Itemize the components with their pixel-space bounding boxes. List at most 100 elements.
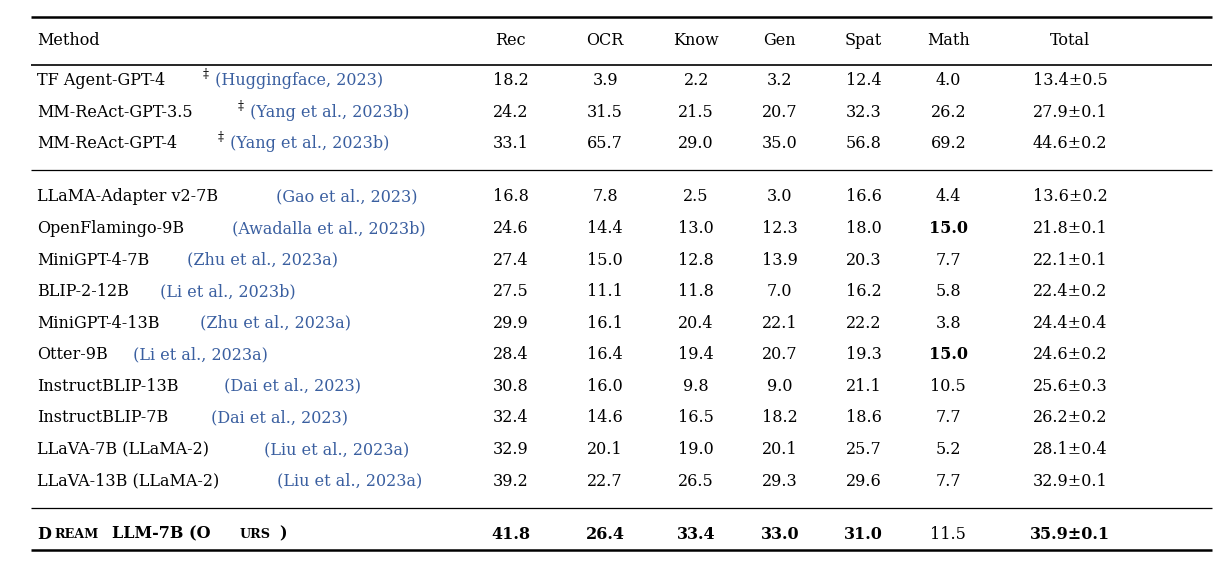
Text: 5.2: 5.2 — [936, 441, 961, 458]
Text: 12.8: 12.8 — [678, 252, 715, 268]
Text: 20.3: 20.3 — [846, 252, 881, 268]
Text: 13.6±0.2: 13.6±0.2 — [1033, 188, 1107, 205]
Text: Gen: Gen — [764, 32, 796, 50]
Text: 32.9±0.1: 32.9±0.1 — [1033, 473, 1107, 490]
Text: 24.2: 24.2 — [493, 104, 528, 121]
Text: 2.2: 2.2 — [684, 72, 708, 89]
Text: LLaVA-7B (LLaMA-2): LLaVA-7B (LLaMA-2) — [37, 441, 209, 458]
Text: 22.1±0.1: 22.1±0.1 — [1033, 252, 1107, 268]
Text: 16.1: 16.1 — [587, 315, 624, 332]
Text: 31.0: 31.0 — [844, 526, 883, 543]
Text: 21.1: 21.1 — [845, 378, 882, 395]
Text: 22.1: 22.1 — [763, 315, 797, 332]
Text: 69.2: 69.2 — [930, 135, 967, 152]
Text: D: D — [37, 526, 50, 543]
Text: 11.5: 11.5 — [930, 526, 967, 543]
Text: 15.0: 15.0 — [587, 252, 624, 268]
Text: 16.6: 16.6 — [845, 188, 882, 205]
Text: 18.2: 18.2 — [492, 72, 529, 89]
Text: 5.8: 5.8 — [936, 283, 961, 300]
Text: 29.6: 29.6 — [845, 473, 882, 490]
Text: (Li et al., 2023b): (Li et al., 2023b) — [155, 283, 296, 300]
Text: 7.7: 7.7 — [936, 252, 961, 268]
Text: 16.2: 16.2 — [845, 283, 882, 300]
Text: 20.1: 20.1 — [763, 441, 797, 458]
Text: MiniGPT-4-13B: MiniGPT-4-13B — [37, 315, 160, 332]
Text: 32.9: 32.9 — [492, 441, 529, 458]
Text: 20.7: 20.7 — [763, 104, 797, 121]
Text: 3.9: 3.9 — [593, 72, 617, 89]
Text: BLIP-2-12B: BLIP-2-12B — [37, 283, 129, 300]
Text: OpenFlamingo-9B: OpenFlamingo-9B — [37, 220, 184, 237]
Text: ‡: ‡ — [237, 100, 244, 113]
Text: Method: Method — [37, 32, 100, 50]
Text: 3.8: 3.8 — [936, 315, 961, 332]
Text: 25.6±0.3: 25.6±0.3 — [1033, 378, 1107, 395]
Text: Spat: Spat — [845, 32, 882, 50]
Text: (Dai et al., 2023): (Dai et al., 2023) — [219, 378, 362, 395]
Text: Total: Total — [1050, 32, 1090, 50]
Text: 28.1±0.4: 28.1±0.4 — [1033, 441, 1107, 458]
Text: 12.4: 12.4 — [846, 72, 881, 89]
Text: 26.5: 26.5 — [678, 473, 715, 490]
Text: 3.0: 3.0 — [768, 188, 792, 205]
Text: 26.2: 26.2 — [931, 104, 966, 121]
Text: (Liu et al., 2023a): (Liu et al., 2023a) — [258, 441, 410, 458]
Text: 35.9±0.1: 35.9±0.1 — [1030, 526, 1111, 543]
Text: (Yang et al., 2023b): (Yang et al., 2023b) — [246, 104, 410, 121]
Text: 29.0: 29.0 — [679, 135, 713, 152]
Text: (Huggingface, 2023): (Huggingface, 2023) — [210, 72, 384, 89]
Text: 2.5: 2.5 — [684, 188, 708, 205]
Text: 3.2: 3.2 — [768, 72, 792, 89]
Text: 11.1: 11.1 — [587, 283, 624, 300]
Text: 22.2: 22.2 — [846, 315, 881, 332]
Text: 7.8: 7.8 — [593, 188, 617, 205]
Text: 10.5: 10.5 — [930, 378, 967, 395]
Text: 20.1: 20.1 — [588, 441, 622, 458]
Text: 14.4: 14.4 — [588, 220, 622, 237]
Text: (Dai et al., 2023): (Dai et al., 2023) — [207, 409, 348, 426]
Text: ‡: ‡ — [218, 131, 224, 144]
Text: (Gao et al., 2023): (Gao et al., 2023) — [271, 188, 417, 205]
Text: 27.4: 27.4 — [493, 252, 528, 268]
Text: ‡: ‡ — [203, 68, 208, 81]
Text: 19.3: 19.3 — [845, 346, 882, 363]
Text: 30.8: 30.8 — [492, 378, 529, 395]
Text: 56.8: 56.8 — [845, 135, 882, 152]
Text: 13.4±0.5: 13.4±0.5 — [1033, 72, 1107, 89]
Text: InstructBLIP-7B: InstructBLIP-7B — [37, 409, 169, 426]
Text: InstructBLIP-13B: InstructBLIP-13B — [37, 378, 178, 395]
Text: 33.0: 33.0 — [760, 526, 800, 543]
Text: 18.2: 18.2 — [761, 409, 798, 426]
Text: TF Agent-GPT-4: TF Agent-GPT-4 — [37, 72, 165, 89]
Text: 29.9: 29.9 — [492, 315, 529, 332]
Text: 22.7: 22.7 — [588, 473, 622, 490]
Text: 11.8: 11.8 — [678, 283, 715, 300]
Text: 32.4: 32.4 — [493, 409, 528, 426]
Text: 19.4: 19.4 — [678, 346, 715, 363]
Text: Math: Math — [927, 32, 969, 50]
Text: (Awadalla et al., 2023b): (Awadalla et al., 2023b) — [226, 220, 426, 237]
Text: 9.8: 9.8 — [684, 378, 708, 395]
Text: 24.6±0.2: 24.6±0.2 — [1033, 346, 1107, 363]
Text: 41.8: 41.8 — [491, 526, 530, 543]
Text: 39.2: 39.2 — [492, 473, 529, 490]
Text: 9.0: 9.0 — [768, 378, 792, 395]
Text: 13.9: 13.9 — [761, 252, 798, 268]
Text: (Liu et al., 2023a): (Liu et al., 2023a) — [272, 473, 422, 490]
Text: 16.4: 16.4 — [587, 346, 624, 363]
Text: 18.6: 18.6 — [845, 409, 882, 426]
Text: 26.4: 26.4 — [585, 526, 625, 543]
Text: 7.7: 7.7 — [936, 409, 961, 426]
Text: (Zhu et al., 2023a): (Zhu et al., 2023a) — [196, 315, 351, 332]
Text: 65.7: 65.7 — [587, 135, 624, 152]
Text: 24.4±0.4: 24.4±0.4 — [1033, 315, 1107, 332]
Text: 15.0: 15.0 — [929, 346, 968, 363]
Text: 16.0: 16.0 — [587, 378, 624, 395]
Text: Otter-9B: Otter-9B — [37, 346, 108, 363]
Text: 24.6: 24.6 — [493, 220, 528, 237]
Text: Know: Know — [673, 32, 720, 50]
Text: 27.9±0.1: 27.9±0.1 — [1033, 104, 1107, 121]
Text: 44.6±0.2: 44.6±0.2 — [1033, 135, 1107, 152]
Text: MM-ReAct-GPT-4: MM-ReAct-GPT-4 — [37, 135, 177, 152]
